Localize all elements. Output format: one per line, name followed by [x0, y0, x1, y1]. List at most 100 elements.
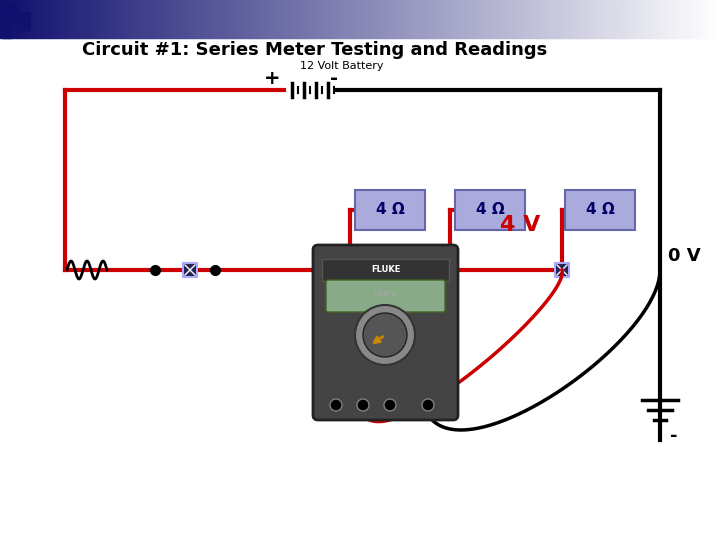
Bar [354, 0, 355, 38]
Bar [135, 0, 136, 38]
Bar [11, 0, 12, 38]
Bar [659, 0, 660, 38]
Bar [53, 0, 54, 38]
Bar [303, 0, 304, 38]
Bar [181, 0, 182, 38]
Bar [627, 0, 628, 38]
Bar [34, 0, 35, 38]
Bar [128, 0, 129, 38]
Bar [55, 0, 56, 38]
Bar [228, 0, 229, 38]
Bar [661, 0, 662, 38]
Bar [79, 0, 80, 38]
Bar [13, 0, 14, 38]
Bar [269, 0, 270, 38]
Bar [407, 0, 408, 38]
Bar [656, 0, 657, 38]
Bar [195, 0, 196, 38]
Bar [149, 0, 150, 38]
Bar [294, 0, 295, 38]
Bar [657, 0, 658, 38]
Bar [186, 0, 187, 38]
Bar [35, 0, 36, 38]
Bar [143, 0, 144, 38]
Bar [438, 0, 439, 38]
Bar [604, 0, 605, 38]
Bar [81, 0, 82, 38]
Bar [282, 0, 283, 38]
Bar [518, 0, 519, 38]
Bar [510, 0, 511, 38]
Bar [183, 0, 184, 38]
Bar [286, 0, 287, 38]
Bar [477, 0, 478, 38]
Bar [618, 0, 619, 38]
Bar [531, 0, 532, 38]
Bar [597, 0, 598, 38]
Bar [99, 0, 100, 38]
Bar [200, 0, 201, 38]
Bar [496, 0, 497, 38]
Bar [562, 0, 563, 38]
Bar [625, 0, 626, 38]
Bar [379, 0, 380, 38]
Bar [585, 0, 586, 38]
Bar [309, 0, 310, 38]
Bar [613, 0, 614, 38]
Bar [394, 0, 395, 38]
Bar [129, 0, 130, 38]
Bar [107, 0, 108, 38]
Bar [553, 0, 554, 38]
Bar [22, 0, 23, 38]
Bar [688, 0, 689, 38]
Bar [619, 0, 620, 38]
Bar [425, 0, 426, 38]
Bar [519, 0, 520, 38]
FancyBboxPatch shape [565, 190, 635, 230]
Circle shape [355, 305, 415, 365]
Bar [71, 0, 72, 38]
Bar [33, 0, 34, 38]
Bar [512, 0, 513, 38]
Bar [684, 0, 685, 38]
Bar [403, 0, 404, 38]
Bar [96, 0, 97, 38]
Bar [584, 0, 585, 38]
Bar [653, 0, 654, 38]
Bar [94, 0, 95, 38]
Bar [433, 0, 434, 38]
Bar [243, 0, 244, 38]
Bar [267, 0, 268, 38]
Bar [343, 0, 344, 38]
Bar [36, 0, 37, 38]
Bar [676, 0, 677, 38]
Bar [10, 0, 11, 38]
Bar [651, 0, 652, 38]
Bar [481, 0, 482, 38]
Bar [64, 0, 65, 38]
Bar [383, 0, 384, 38]
Bar [151, 0, 152, 38]
Bar [574, 0, 575, 38]
Bar [390, 0, 391, 38]
Bar [463, 0, 464, 38]
Bar [440, 0, 441, 38]
FancyBboxPatch shape [322, 259, 449, 281]
Bar [92, 0, 93, 38]
Bar [29, 0, 30, 38]
Bar [357, 0, 358, 38]
Bar [5, 0, 6, 38]
Bar [576, 0, 577, 38]
Bar [18, 0, 19, 38]
Bar [439, 0, 440, 38]
Bar [478, 0, 479, 38]
Bar [313, 0, 314, 38]
Bar [573, 0, 574, 38]
Bar [568, 0, 569, 38]
Bar [523, 0, 524, 38]
Bar [273, 0, 274, 38]
Bar [521, 0, 522, 38]
Bar [122, 0, 123, 38]
Bar [527, 0, 528, 38]
Bar [146, 0, 147, 38]
